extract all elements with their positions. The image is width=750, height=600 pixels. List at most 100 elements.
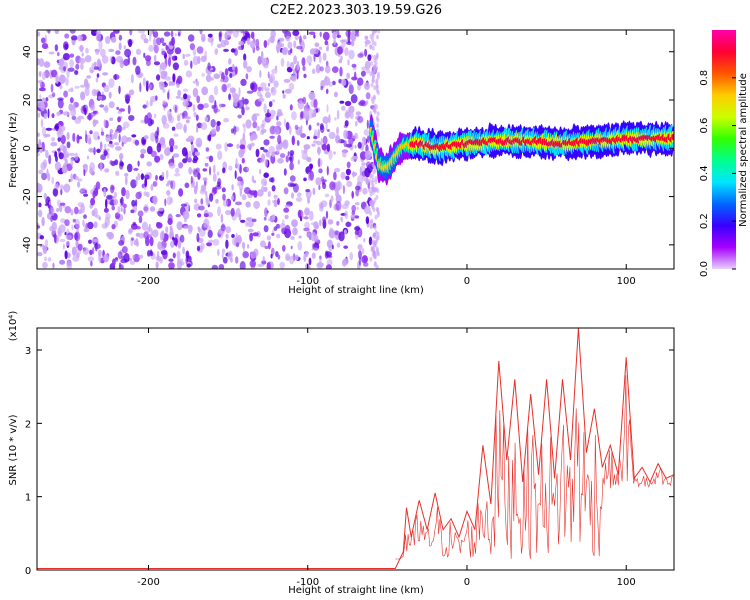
noise-cell: [376, 34, 379, 40]
noise-cell: [277, 158, 284, 164]
noise-cell: [119, 152, 124, 160]
noise-cell: [271, 151, 275, 158]
noise-cell: [149, 99, 153, 107]
noise-cell: [111, 224, 116, 230]
noise-cell: [318, 54, 322, 64]
noise-cell: [308, 257, 312, 266]
noise-cell: [229, 257, 233, 263]
noise-cell: [196, 126, 199, 133]
noise-cell: [249, 232, 254, 242]
noise-cell: [149, 206, 156, 212]
noise-cell: [175, 167, 180, 174]
noise-cell: [240, 219, 246, 223]
noise-cell: [209, 166, 211, 176]
noise-cell: [165, 44, 169, 51]
y-tick-label: -40: [22, 237, 33, 253]
noise-cell: [338, 137, 341, 144]
noise-cell: [149, 84, 152, 90]
noise-cell: [80, 63, 84, 70]
noise-cell: [282, 244, 286, 252]
noise-cell: [187, 135, 195, 143]
noise-cell: [120, 207, 123, 212]
noise-cell: [292, 30, 300, 36]
noise-cell: [152, 229, 159, 238]
x-tick-label: -100: [296, 577, 319, 588]
noise-cell: [212, 238, 220, 246]
noise-cell: [179, 261, 185, 266]
noise-cell: [373, 261, 377, 266]
noise-cell: [238, 87, 241, 97]
noise-cell: [84, 55, 92, 63]
noise-cell: [322, 135, 328, 145]
noise-cell: [298, 129, 302, 136]
noise-cell: [48, 154, 52, 165]
noise-cell: [344, 120, 349, 127]
noise-cell: [138, 232, 145, 239]
noise-cell: [243, 53, 247, 61]
noise-cell: [89, 130, 93, 135]
noise-cell: [51, 113, 55, 118]
noise-cell: [279, 223, 286, 229]
noise-cell: [148, 44, 155, 52]
noise-cell: [346, 180, 353, 188]
noise-cell: [291, 74, 297, 82]
noise-cell: [153, 44, 159, 54]
noise-cell: [246, 90, 254, 94]
noise-cell: [108, 91, 112, 99]
noise-cell: [375, 194, 379, 200]
noise-cell: [240, 30, 243, 34]
noise-cell: [65, 234, 73, 240]
noise-cell: [62, 111, 70, 116]
noise-cell: [369, 71, 373, 77]
noise-cell: [361, 66, 368, 71]
noise-cell: [245, 220, 249, 228]
noise-cell: [249, 135, 254, 142]
noise-cell: [264, 245, 269, 249]
noise-cell: [222, 167, 226, 174]
noise-cell: [238, 213, 242, 221]
noise-cell: [241, 157, 245, 164]
noise-cell: [37, 112, 41, 118]
noise-cell: [50, 142, 58, 147]
noise-cell: [103, 119, 106, 128]
spectrogram-frame: [36, 29, 675, 270]
noise-cell: [376, 128, 380, 134]
noise-cell: [121, 187, 126, 197]
noise-cell: [47, 257, 52, 262]
noise-cell: [373, 41, 377, 47]
noise-cell: [319, 205, 324, 212]
noise-cell: [208, 155, 214, 163]
noise-cell: [345, 109, 351, 118]
noise-cell: [284, 214, 289, 220]
noise-cell: [286, 60, 290, 69]
noise-cell: [54, 233, 57, 244]
noise-cell: [264, 91, 271, 99]
noise-cell: [93, 147, 96, 155]
noise-cell: [354, 202, 360, 206]
noise-cell: [174, 55, 178, 61]
noise-cell: [156, 250, 160, 261]
noise-cell: [153, 54, 157, 62]
noise-cell: [320, 200, 328, 208]
noise-cell: [40, 162, 47, 171]
noise-cell: [351, 204, 357, 213]
noise-cell: [269, 177, 274, 183]
noise-cell: [113, 191, 117, 199]
noise-cell: [208, 239, 214, 243]
noise-cell: [270, 86, 277, 96]
noise-cell: [144, 114, 149, 124]
noise-cell: [74, 234, 79, 240]
noise-cell: [203, 103, 209, 109]
noise-cell: [68, 152, 76, 157]
noise-cell: [313, 47, 319, 55]
noise-cell: [71, 115, 77, 121]
noise-cell: [159, 136, 166, 145]
noise-cell: [207, 229, 213, 238]
noise-cell: [124, 93, 131, 100]
noise-cell: [104, 168, 110, 173]
y-tick-label: 2: [25, 419, 31, 430]
noise-cell: [182, 246, 186, 255]
noise-cell: [75, 63, 80, 70]
noise-cell: [235, 66, 238, 75]
noise-cell: [132, 254, 135, 259]
